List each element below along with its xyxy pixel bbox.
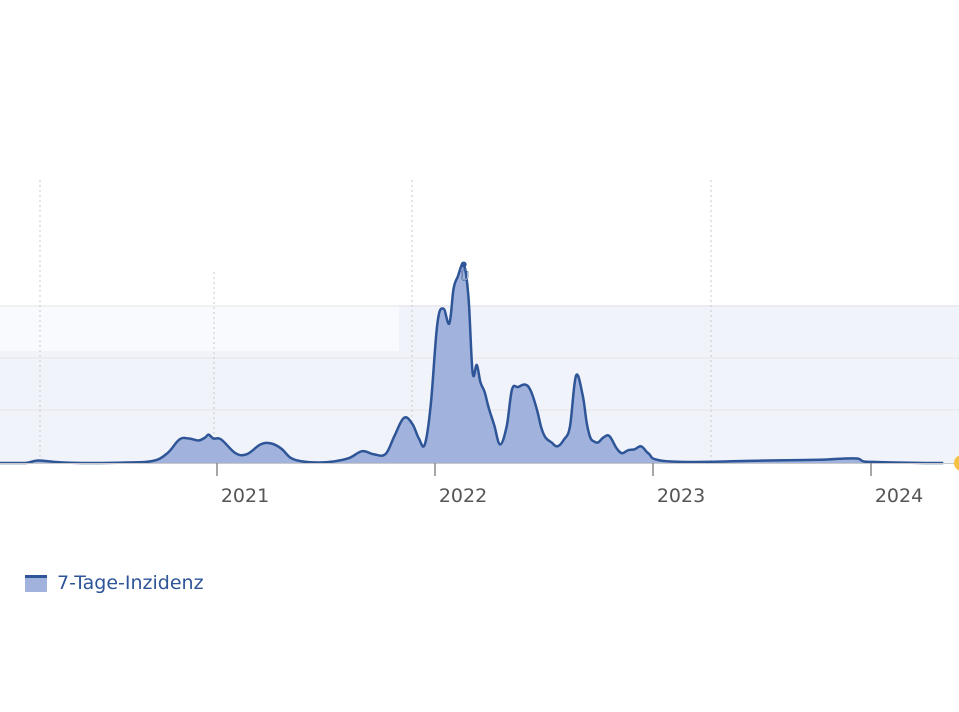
plot-band-left-clear xyxy=(0,305,399,351)
x-tick-label: 2022 xyxy=(439,485,487,507)
x-tick-label: 2023 xyxy=(657,485,705,507)
peak-label: Ü xyxy=(460,268,469,284)
legend-swatch xyxy=(25,574,47,592)
legend-label: 7-Tage-Inzidenz xyxy=(57,572,204,594)
peak-point[interactable] xyxy=(460,261,467,268)
legend-item[interactable]: 7-Tage-Inzidenz xyxy=(25,572,204,594)
end-marker[interactable] xyxy=(954,455,959,471)
series-line[interactable] xyxy=(0,262,944,465)
x-tick-label: 2021 xyxy=(221,485,269,507)
x-tick-label: 2024 xyxy=(875,485,923,507)
